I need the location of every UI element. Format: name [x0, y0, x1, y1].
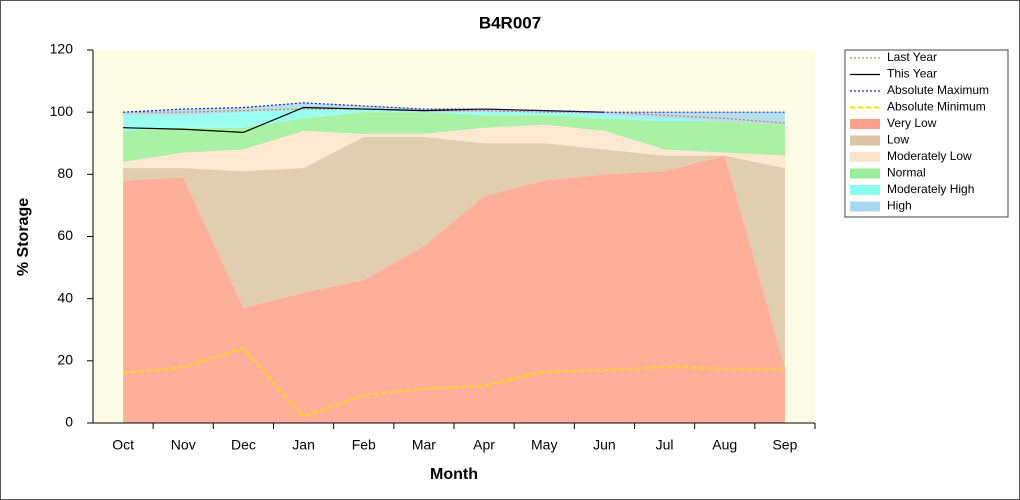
legend-label: Absolute Minimum — [887, 100, 986, 114]
band-area — [123, 102, 785, 125]
y-tick-label: 100 — [50, 103, 74, 119]
chart-title: B4R007 — [479, 13, 541, 32]
legend-label: Normal — [887, 166, 926, 180]
x-tick-label: Dec — [231, 437, 256, 453]
band-area — [123, 137, 785, 368]
legend-swatch — [850, 152, 880, 162]
y-tick-label: 120 — [50, 41, 74, 57]
series-line — [122, 347, 785, 418]
x-tick-label: Oct — [112, 437, 134, 453]
band-area — [123, 109, 785, 131]
legend-label: This Year — [887, 67, 937, 81]
legend-swatch — [850, 168, 880, 179]
x-tick-label: Jun — [593, 437, 616, 453]
x-tick-label: Aug — [712, 437, 737, 453]
x-tick-label: Sep — [772, 437, 797, 453]
x-axis-title: Month — [430, 466, 478, 483]
x-tick-label: May — [531, 437, 557, 453]
y-tick-label: 0 — [65, 414, 73, 430]
legend-label: Moderately Low — [887, 149, 972, 163]
legend-label: Very Low — [887, 116, 937, 130]
legend-label: Absolute Maximum — [887, 83, 989, 97]
band-area — [123, 124, 785, 172]
x-tick-label: Jan — [292, 437, 315, 453]
series-line — [123, 102, 785, 113]
legend-swatch — [850, 135, 880, 146]
band-area — [123, 112, 785, 162]
x-tick-label: Jul — [656, 437, 674, 453]
legend-swatch — [850, 119, 880, 129]
y-tick-label: 60 — [57, 227, 73, 243]
legend-label: Moderately High — [887, 182, 974, 196]
y-axis-title: % Storage — [15, 198, 32, 276]
band-area — [123, 155, 785, 423]
x-tick-label: Mar — [412, 437, 436, 453]
y-tick-label: 80 — [57, 165, 73, 181]
legend-swatch — [850, 185, 880, 195]
y-tick-label: 40 — [57, 289, 73, 305]
legend-label: Last Year — [887, 50, 937, 64]
legend-swatch — [850, 201, 880, 212]
legend-label: Low — [887, 133, 909, 147]
legend-label: High — [887, 199, 912, 213]
x-tick-label: Apr — [473, 437, 495, 453]
y-tick-label: 20 — [57, 352, 73, 368]
x-tick-label: Nov — [171, 437, 196, 453]
x-tick-label: Feb — [352, 437, 376, 453]
